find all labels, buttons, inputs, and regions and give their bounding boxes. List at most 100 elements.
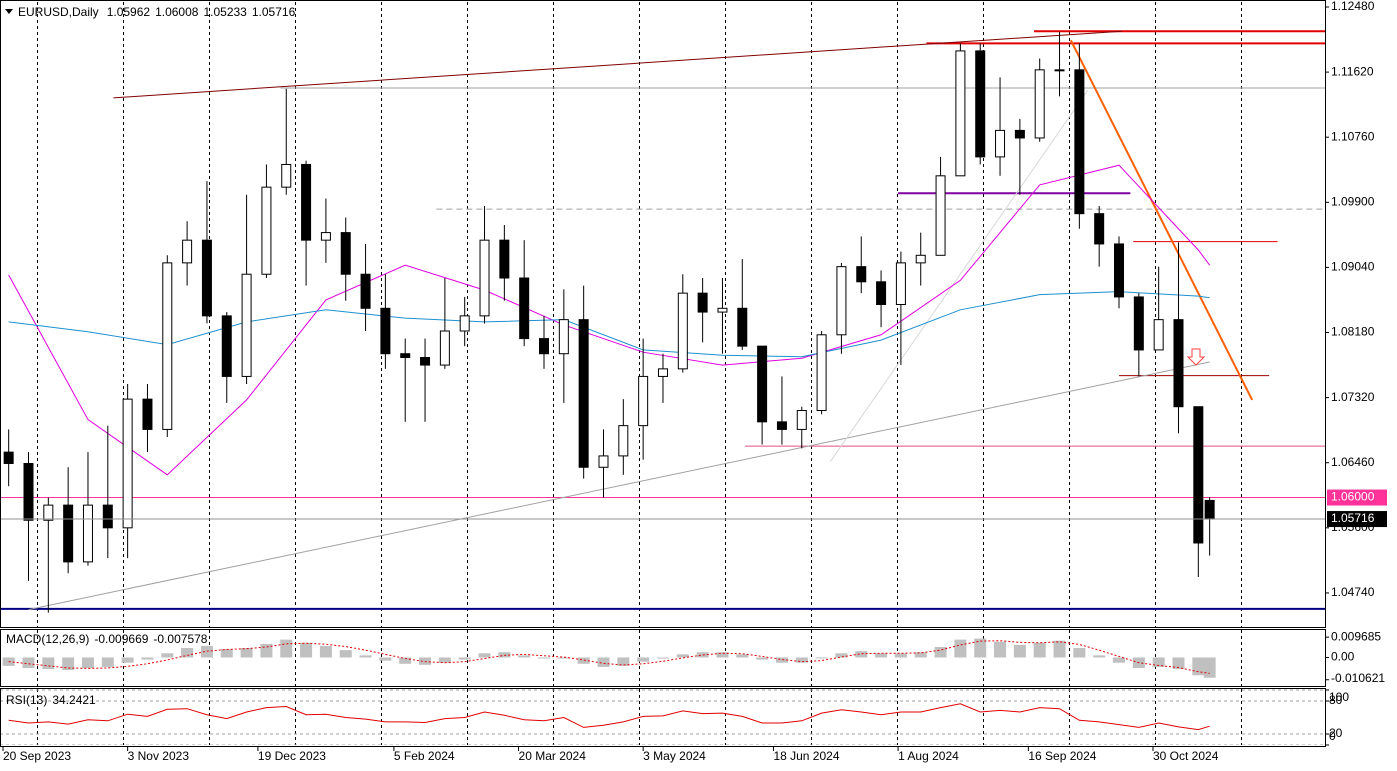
candle-body	[697, 292, 708, 313]
symbol: EURUSD,Daily	[18, 5, 99, 19]
candle-body	[221, 315, 232, 377]
macd-signal	[8, 640, 1210, 674]
level-label-box	[1327, 489, 1387, 506]
y-tick-label: 1.08180	[1331, 325, 1375, 339]
macd-bar	[399, 657, 412, 664]
macd-bar	[81, 657, 94, 668]
candle-body	[955, 50, 966, 177]
candle-body	[142, 398, 153, 430]
candle-body	[1054, 69, 1065, 72]
macd-bar	[1053, 640, 1066, 658]
y-tick-label: 1.06460	[1331, 455, 1375, 469]
y-tick-label: 1.07320	[1331, 390, 1375, 404]
candle-body	[241, 273, 252, 377]
candle-body	[380, 307, 391, 355]
rsi-panel-border	[0, 688, 1326, 747]
macd-bar	[1033, 642, 1046, 658]
candle-body	[340, 232, 351, 275]
rsi-title: RSI(13)	[6, 693, 47, 707]
macd-bar	[914, 652, 927, 658]
macd-header: MACD(12,26,9) -0.009669 -0.007578	[6, 632, 208, 646]
candle-body	[23, 462, 34, 521]
macd-bar	[478, 653, 491, 658]
macd-bar	[855, 651, 868, 658]
candle-body	[975, 50, 986, 158]
y-tick-label: 1.04740	[1331, 585, 1375, 599]
open-value: 1.05962	[107, 5, 151, 19]
level-label: 1.06000	[1331, 490, 1375, 504]
macd-bar	[795, 657, 808, 663]
candle-body	[82, 504, 93, 563]
macd-bar	[22, 657, 35, 668]
candle-body	[598, 455, 609, 468]
macd-bar	[557, 657, 570, 659]
macd-bar	[954, 639, 967, 658]
macd-bar	[379, 657, 392, 661]
macd-bar	[141, 657, 154, 660]
macd-bar	[181, 648, 194, 658]
macd-bar	[637, 657, 650, 662]
candle-body	[439, 330, 450, 366]
candle-body	[1034, 69, 1045, 139]
macd-bar	[42, 657, 55, 670]
candle-body	[856, 266, 867, 283]
candle-body	[638, 375, 649, 427]
macd-y-tick-label: 0.009685	[1331, 629, 1381, 643]
macd-bar	[676, 654, 689, 658]
candle-body	[618, 425, 629, 457]
macd-bar	[1152, 657, 1165, 667]
candle-body	[915, 254, 926, 264]
main-panel-border	[0, 0, 1326, 628]
macd-bar	[300, 642, 313, 658]
macd-bar	[240, 648, 253, 658]
rsi-y-tick-label: 80	[1329, 693, 1343, 707]
candle-body	[360, 273, 371, 309]
x-tick-label: 3 May 2024	[643, 749, 706, 763]
candle-body	[479, 239, 490, 317]
main-plot	[1, 2, 1325, 627]
candle-body	[400, 353, 411, 358]
candle-body	[201, 239, 212, 317]
macd-bar	[974, 638, 987, 658]
rsi-y-tick-label: 0	[1329, 729, 1336, 743]
macd-bar	[934, 646, 947, 658]
y-tick-label: 1.11620	[1331, 64, 1374, 78]
y-tick-label: 1.09040	[1331, 260, 1375, 274]
macd-value: -0.009669	[94, 632, 148, 646]
candle-body	[935, 175, 946, 256]
candle-body	[876, 281, 887, 306]
macd-bar	[597, 657, 610, 667]
candle-body	[1153, 319, 1164, 351]
macd-bar	[101, 657, 114, 667]
macd-y-tick-label: -0.010621	[1331, 671, 1385, 685]
x-tick-label: 3 Nov 2023	[128, 749, 190, 763]
candle-body	[182, 239, 193, 264]
macd-bar	[716, 652, 729, 658]
candle-body	[1133, 296, 1144, 351]
candle-body	[122, 398, 133, 529]
candle-body	[1173, 319, 1184, 408]
macd-bar	[62, 657, 75, 671]
macd-bar	[1172, 657, 1185, 670]
signal-value: -0.007578	[153, 632, 207, 646]
macd-bar	[498, 652, 511, 658]
candle-body	[816, 334, 827, 411]
rsi-value: 34.2421	[52, 693, 96, 707]
macd-bar	[121, 657, 134, 663]
high-value: 1.06008	[155, 5, 199, 19]
x-tick-label: 19 Dec 2023	[258, 749, 326, 763]
candle-body	[1114, 243, 1125, 298]
macd-panel-border	[0, 629, 1326, 687]
macd-bar	[1113, 657, 1126, 663]
candle-body	[776, 421, 787, 430]
low-value: 1.05233	[203, 5, 247, 19]
macd-bar	[458, 657, 471, 660]
macd-bar	[319, 645, 332, 658]
macd-bar	[438, 657, 451, 663]
candle-body	[836, 266, 847, 336]
macd-bar	[736, 654, 749, 658]
